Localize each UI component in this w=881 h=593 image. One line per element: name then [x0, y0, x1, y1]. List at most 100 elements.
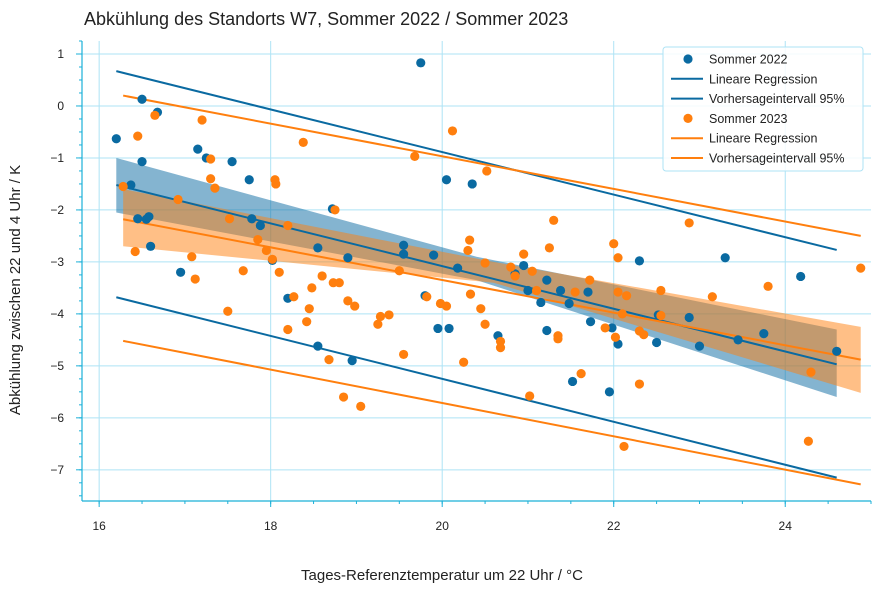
data-point-2022	[144, 212, 154, 222]
legend-label: Lineare Regression	[709, 72, 817, 86]
data-point-2023	[384, 310, 394, 320]
data-point-2022	[193, 144, 203, 154]
x-tick-label: 24	[779, 519, 793, 533]
data-point-2023	[187, 252, 197, 262]
data-point-2023	[373, 319, 383, 329]
data-point-2023	[585, 275, 595, 285]
prediction-intervals	[116, 70, 861, 486]
chart-title: Abkühlung des Standorts W7, Sommer 2022 …	[84, 9, 568, 29]
regression-line-2022	[116, 184, 837, 366]
y-tick-label: 1	[57, 47, 64, 61]
data-point-2022	[313, 243, 323, 253]
data-point-2023	[338, 392, 349, 402]
data-point-2023	[531, 285, 542, 296]
x-tick-label: 16	[92, 519, 106, 533]
data-point-2023	[476, 304, 486, 314]
data-point-2022	[542, 275, 552, 285]
data-point-2023	[307, 283, 317, 293]
data-point-2023	[621, 291, 632, 301]
data-point-2022	[146, 241, 156, 251]
data-point-2023	[525, 391, 535, 401]
data-point-2023	[617, 309, 627, 319]
grid	[82, 41, 871, 501]
x-tick-label: 20	[436, 519, 450, 533]
data-point-2023	[394, 266, 404, 276]
data-point-2023	[441, 301, 452, 311]
legend-label: Vorhersageintervall 95%	[709, 152, 845, 166]
data-point-2023	[261, 245, 271, 256]
data-point-2022	[536, 297, 546, 308]
data-point-2022	[343, 253, 353, 263]
data-point-2022	[137, 156, 147, 167]
data-point-2022	[604, 387, 615, 397]
data-point-2023	[173, 194, 183, 205]
data-point-2023	[639, 330, 649, 340]
y-tick-label: −4	[50, 307, 64, 321]
data-point-2023	[330, 205, 340, 215]
data-point-2023	[283, 324, 293, 335]
data-point-2023	[238, 266, 248, 276]
data-point-2022	[244, 175, 254, 185]
data-point-2022	[733, 335, 743, 345]
data-point-2022	[441, 175, 452, 185]
data-points	[111, 58, 866, 452]
data-point-2023	[298, 137, 308, 147]
data-point-2023	[283, 220, 293, 231]
data-point-2023	[576, 369, 586, 379]
data-point-2023	[465, 235, 475, 245]
data-point-2022	[542, 325, 552, 336]
data-point-2023	[150, 110, 160, 120]
x-tick-label: 22	[607, 519, 621, 533]
confidence-bands	[116, 157, 861, 398]
data-point-2022	[399, 240, 409, 250]
data-point-2023	[707, 292, 717, 302]
data-point-2023	[130, 246, 140, 257]
data-point-2023	[399, 349, 409, 360]
data-point-2023	[350, 301, 360, 311]
legend-label: Sommer 2023	[709, 112, 788, 126]
data-point-2023	[480, 319, 490, 329]
data-point-2023	[510, 271, 520, 281]
data-point-2022	[651, 337, 662, 348]
data-point-2023	[343, 296, 353, 306]
data-point-2022	[684, 312, 694, 323]
y-tick-label: −2	[50, 203, 64, 217]
data-point-2023	[133, 131, 143, 141]
data-point-2023	[197, 115, 207, 125]
data-point-2022	[111, 134, 121, 144]
data-point-2023	[324, 355, 334, 365]
data-point-2023	[610, 332, 621, 342]
data-point-2023	[253, 234, 263, 245]
data-point-2023	[206, 154, 216, 164]
data-point-2022	[519, 260, 529, 271]
data-point-2022	[433, 323, 443, 334]
data-point-2023	[480, 258, 490, 268]
data-point-2023	[544, 243, 554, 253]
y-tick-label: −5	[50, 359, 64, 373]
y-tick-label: 0	[57, 99, 64, 113]
data-point-2023	[334, 278, 344, 288]
data-point-2023	[447, 126, 458, 136]
data-point-2022	[227, 156, 237, 167]
data-point-2023	[210, 183, 220, 193]
legend-marker	[683, 113, 693, 123]
data-point-2023	[190, 274, 200, 284]
data-point-2023	[459, 357, 469, 367]
data-point-2022	[126, 180, 136, 190]
data-point-2022	[634, 256, 645, 266]
legend-label: Lineare Regression	[709, 132, 817, 146]
data-point-2022	[247, 214, 257, 224]
data-point-2023	[271, 179, 281, 189]
legend-label: Sommer 2022	[709, 53, 788, 67]
data-point-2023	[763, 281, 773, 291]
data-point-2022	[694, 341, 705, 351]
x-tick-label: 18	[264, 519, 278, 533]
data-point-2022	[467, 179, 477, 189]
data-point-2022	[607, 323, 617, 333]
y-tick-label: −7	[50, 463, 64, 477]
prediction-interval-upper-2022	[116, 70, 837, 251]
data-point-2023	[803, 436, 813, 446]
prediction-interval-upper-2023	[122, 94, 861, 237]
x-axis-label: Tages-Referenztemperatur um 22 Uhr / °C	[301, 567, 583, 584]
data-point-2023	[224, 214, 235, 224]
